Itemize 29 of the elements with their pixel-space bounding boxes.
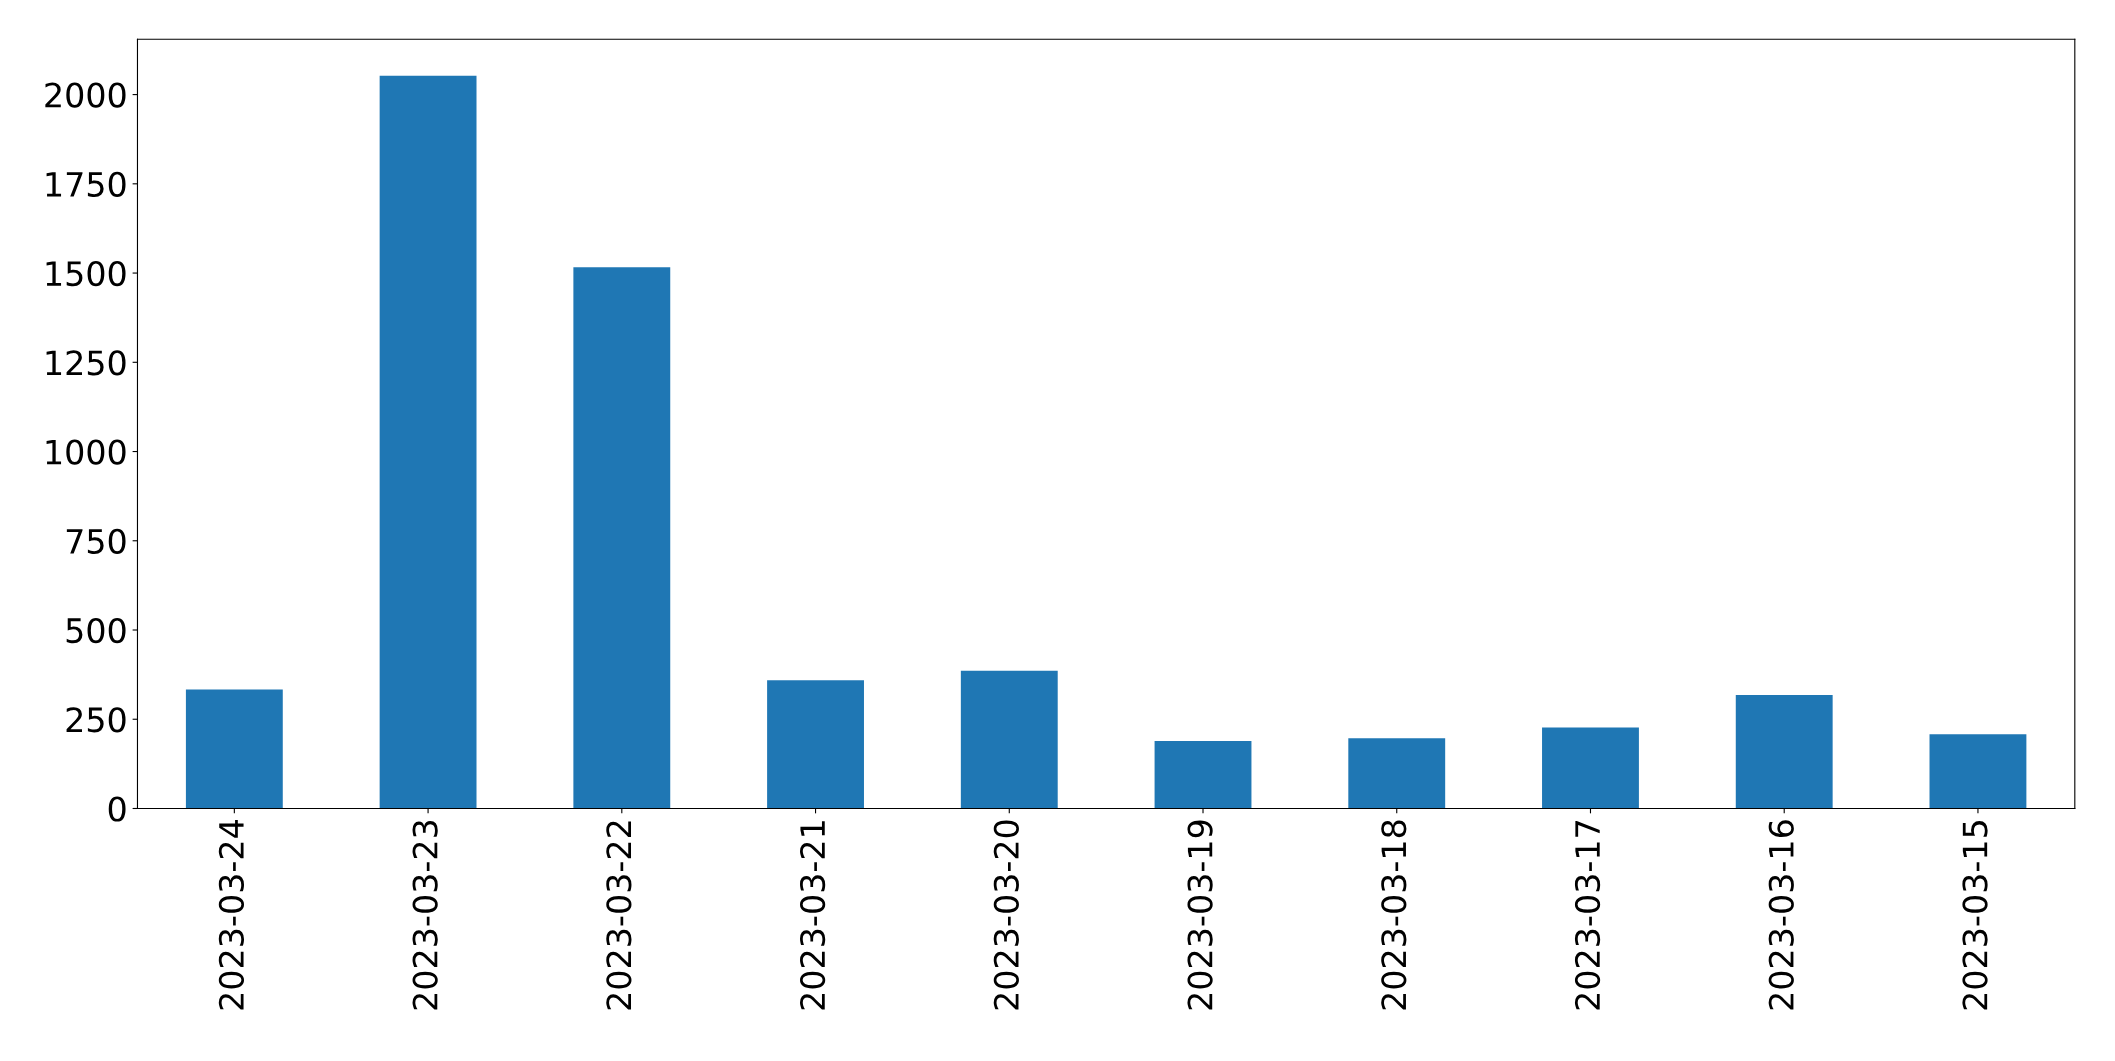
y-tick-label: 500	[66, 617, 126, 644]
x-tick-label: 2023-03-15	[1962, 821, 1988, 1010]
bar	[1542, 727, 1639, 809]
x-tick-label: 2023-03-19	[1187, 820, 1213, 1010]
bar	[1348, 738, 1446, 809]
x-tick-label: 2023-03-23	[412, 820, 438, 1010]
bar	[573, 267, 671, 809]
bar	[767, 680, 864, 809]
bar	[379, 75, 477, 809]
y-tick-label: 1000	[46, 439, 126, 465]
x-tick-label: 2023-03-21	[800, 821, 826, 1010]
y-tick-label: 750	[66, 528, 126, 554]
bar	[1929, 734, 2027, 809]
x-tick-label: 2023-03-18	[1381, 820, 1407, 1010]
x-tick-label: 2023-03-22	[606, 821, 632, 1010]
y-tick-label: 2000	[45, 82, 126, 108]
bar	[185, 689, 283, 809]
x-tick-label: 2023-03-20	[993, 820, 1019, 1010]
x-tick-label: 2023-03-24	[218, 820, 245, 1010]
x-tick-label: 2023-03-17	[1574, 821, 1601, 1010]
y-tick-label: 1750	[46, 171, 126, 197]
x-tick-label: 2023-03-16	[1768, 820, 1794, 1010]
bar	[1735, 694, 1833, 809]
bar	[960, 670, 1058, 809]
bar	[1154, 741, 1252, 809]
y-tick-label: 250	[66, 707, 126, 733]
y-tick-label: 0	[108, 796, 126, 822]
y-tick-label: 1500	[46, 260, 126, 287]
y-tick-label: 1250	[46, 350, 126, 376]
